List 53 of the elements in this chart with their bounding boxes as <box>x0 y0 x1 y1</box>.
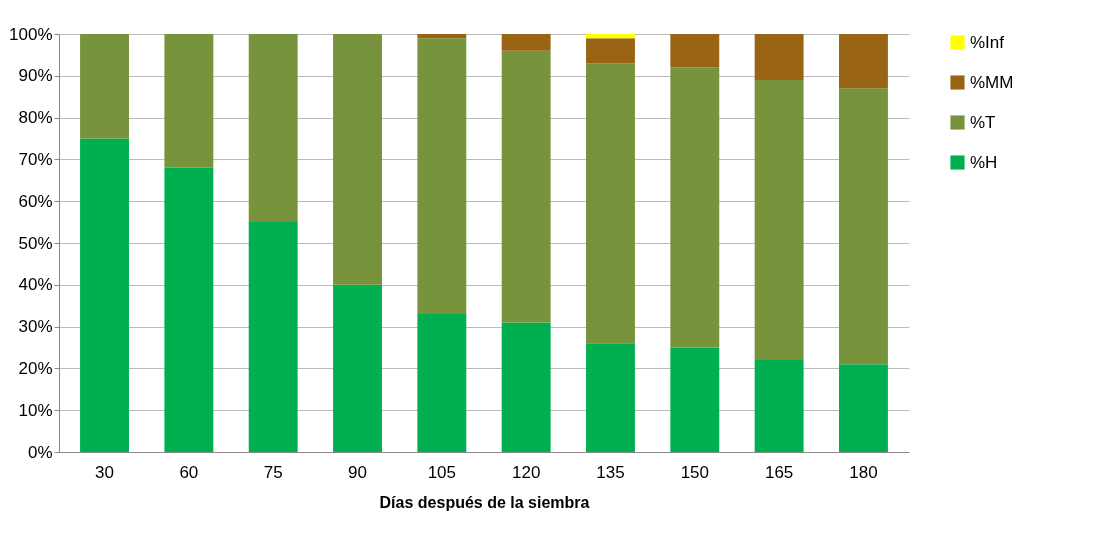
bar <box>333 34 382 285</box>
bar <box>80 34 129 139</box>
x-tick-label: 60 <box>179 462 199 482</box>
x-tick-label: 165 <box>764 462 794 482</box>
bar <box>586 34 635 39</box>
bar <box>248 34 298 223</box>
x-tick-label: 105 <box>427 462 457 482</box>
y-tick-label: 20% <box>18 358 53 378</box>
y-tick-label: 50% <box>18 233 53 253</box>
y-tick-label: 80% <box>18 108 53 128</box>
y-tick-label: 10% <box>18 400 53 420</box>
bar <box>754 360 804 452</box>
y-tick-label: 40% <box>18 275 53 295</box>
x-tick-label: 135 <box>596 462 625 482</box>
x-tick-label: 90 <box>348 462 367 482</box>
bar <box>670 34 720 68</box>
bar <box>417 38 467 315</box>
y-tick-label: 100% <box>9 24 53 44</box>
bar <box>839 34 888 89</box>
bar <box>670 67 720 348</box>
legend-label: %T <box>970 112 996 132</box>
x-tick-label: 75 <box>263 462 283 482</box>
x-tick-label: 180 <box>849 462 878 482</box>
y-tick-label: 90% <box>18 66 53 86</box>
bar <box>501 322 551 452</box>
x-axis-title: Días después de la siembra <box>379 493 590 511</box>
legend-label: %Inf <box>970 32 1005 52</box>
bar <box>417 34 467 39</box>
x-tick-label: 30 <box>95 462 114 482</box>
bar <box>417 314 467 452</box>
bar <box>670 347 720 452</box>
bar <box>754 34 804 80</box>
bar <box>80 138 129 452</box>
bar <box>164 34 214 168</box>
legend-label: %H <box>970 152 998 172</box>
x-tick-label: 120 <box>511 462 541 482</box>
bar <box>248 222 298 452</box>
bar <box>501 34 551 51</box>
bar <box>164 167 214 452</box>
legend-label: %MM <box>970 72 1014 92</box>
bar <box>586 343 635 452</box>
bar <box>586 63 635 344</box>
x-tick-label: 150 <box>680 462 709 482</box>
bar <box>333 284 382 452</box>
bar <box>501 50 551 323</box>
y-tick-label: 30% <box>18 317 53 337</box>
y-tick-label: 60% <box>18 191 53 211</box>
bar <box>839 88 888 365</box>
y-tick-label: 0% <box>27 442 53 462</box>
y-tick-label: 70% <box>18 149 53 169</box>
bar <box>754 79 804 361</box>
bar <box>586 38 635 64</box>
bar <box>839 364 888 452</box>
